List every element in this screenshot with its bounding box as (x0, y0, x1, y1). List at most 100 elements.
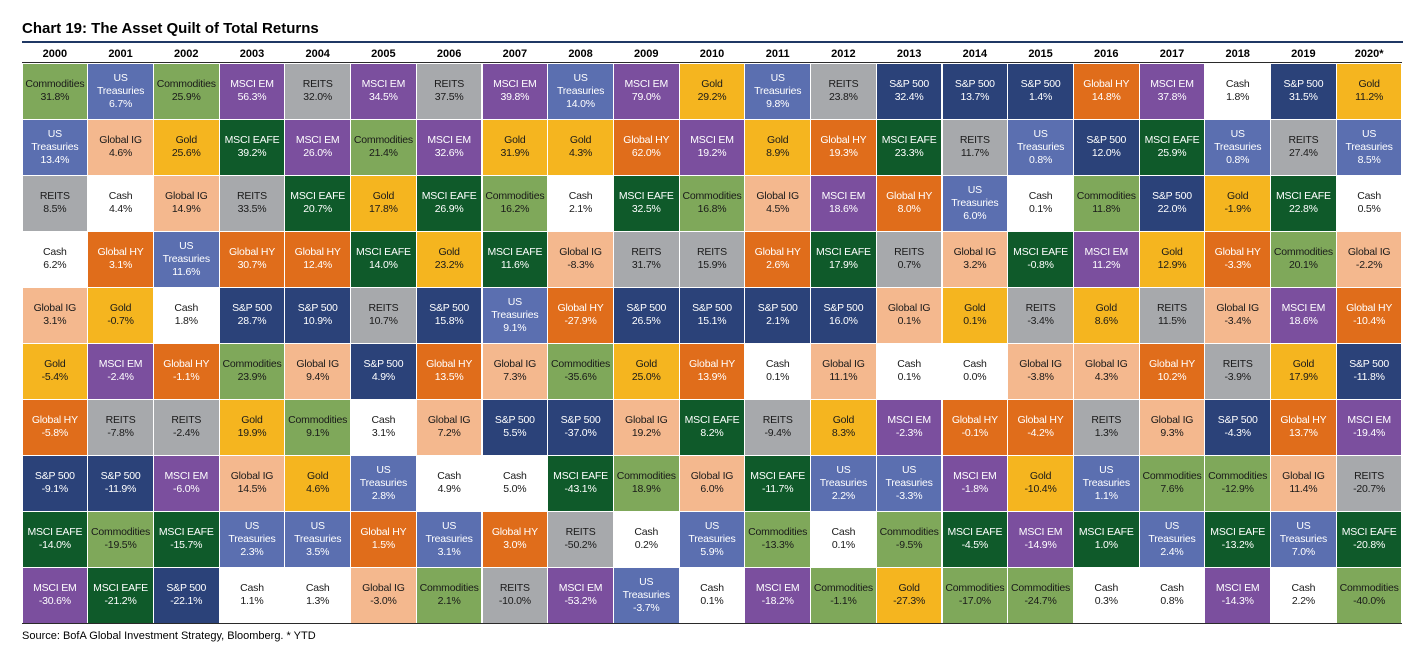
cell-asset-label: Commodities (91, 526, 151, 538)
cell-asset-label: Global HY (1280, 414, 1327, 426)
cell-asset-label: Global HY (1346, 302, 1393, 314)
cell-asset-label: Commodities (1208, 470, 1268, 482)
cell-return-value: -20.7% (1353, 483, 1386, 495)
quilt-cell: Gold -0.7% (88, 287, 153, 343)
cell-return-value: 16.0% (829, 315, 858, 327)
quilt-cell: Cash 0.5% (1336, 175, 1402, 231)
quilt-cell: MSCI EAFE 25.9% (1139, 119, 1205, 175)
cell-return-value: 37.8% (1157, 91, 1187, 103)
cell-return-value: 10.9% (303, 315, 333, 327)
cell-asset-label: S&P 500 (297, 302, 338, 314)
cell-return-value: -2.3% (895, 427, 923, 439)
quilt-cell: Global IG 4.3% (1073, 343, 1139, 399)
quilt-cell: US Treasuries 2.4% (1139, 511, 1205, 567)
cell-asset-label: Global IG (1282, 470, 1325, 482)
cell-return-value: 15.8% (434, 315, 464, 327)
cell-asset-label: Global IG (33, 302, 77, 314)
cell-return-value: 6.2% (43, 259, 67, 271)
cell-return-value: 17.9% (829, 259, 858, 271)
cell-asset-label: MSCI EAFE (93, 582, 148, 594)
cell-asset-label: Commodities (222, 358, 282, 370)
cell-return-value: 12.0% (1091, 147, 1121, 159)
cell-return-value: 4.9% (371, 371, 395, 383)
cell-asset-label: Global HY (1017, 414, 1064, 426)
cell-return-value: 2.6% (766, 259, 790, 271)
cell-asset-label: S&P 500 (1152, 190, 1192, 202)
quilt-cell: Cash 0.2% (613, 511, 679, 567)
quilt-cell: Commodities 16.8% (679, 175, 745, 231)
quilt-cell: Global IG 14.9% (153, 175, 219, 231)
quilt-cell: MSCI EAFE 1.0% (1073, 511, 1139, 567)
cell-asset-label: MSCI EM (1281, 302, 1326, 314)
cell-return-value: 31.9% (500, 147, 530, 159)
quilt-cell: S&P 500 -11.8% (1336, 343, 1402, 399)
cell-asset-label: Commodities (288, 414, 348, 426)
cell-return-value: -30.6% (38, 595, 71, 607)
quilt-cell: MSCI EM -19.4% (1336, 399, 1402, 455)
cell-return-value: 3.0% (503, 539, 527, 551)
cell-asset-label: Cash (1160, 582, 1184, 594)
cell-return-value: 20.7% (303, 203, 333, 215)
quilt-cell: Global IG 3.2% (942, 231, 1008, 287)
cell-return-value: 22.8% (1289, 203, 1318, 215)
cell-return-value: -27.9% (564, 315, 597, 327)
cell-asset-label: US (1033, 127, 1048, 140)
cell-return-value: -3.8% (1027, 371, 1054, 383)
cell-return-value: 14.0% (566, 97, 595, 110)
quilt-cell: MSCI EM 56.3% (219, 63, 285, 119)
cell-asset-label: Global HY (688, 358, 736, 370)
cell-return-value: 2.2% (1291, 595, 1315, 607)
cell-asset-label: Gold (767, 134, 789, 146)
cell-return-value: 39.8% (500, 91, 530, 103)
quilt-cell: REITS 10.7% (351, 287, 416, 343)
quilt-cell: Global HY -4.2% (1008, 399, 1073, 455)
cell-return-value: -22.1% (170, 595, 203, 607)
cell-asset-label: Global HY (754, 246, 801, 258)
cell-asset-label: US (704, 519, 720, 532)
cell-asset-label: REITS (434, 78, 465, 90)
cell-return-value: 25.6% (171, 147, 201, 159)
quilt-cell: Commodities -19.5% (88, 511, 153, 567)
quilt-cell: Gold 0.1% (942, 287, 1008, 343)
cell-asset-label: Treasuries (1016, 140, 1065, 153)
cell-asset-label: REITS (697, 246, 727, 258)
cell-return-value: 23.8% (829, 91, 858, 103)
quilt-cell: MSCI EAFE 14.0% (351, 231, 416, 287)
cell-asset-label: US (113, 71, 128, 84)
cell-return-value: 8.9% (766, 147, 790, 159)
cell-asset-label: Global IG (690, 470, 734, 482)
quilt-cell: REITS -20.7% (1336, 455, 1402, 511)
year-header: 2004 (305, 48, 330, 60)
cell-asset-label: Global IG (559, 246, 602, 258)
quilt-cell: Cash 1.3% (285, 567, 351, 623)
quilt-cell: Cash 4.4% (88, 175, 153, 231)
quilt-cell: MSCI EAFE 20.7% (285, 175, 351, 231)
quilt-cell: Global IG 6.0% (679, 455, 745, 511)
quilt-cell: Gold 19.9% (219, 399, 285, 455)
cell-return-value: -14.3% (1221, 595, 1254, 607)
cell-return-value: -15.7% (170, 539, 203, 551)
cell-asset-label: Treasuries (1148, 532, 1196, 545)
quilt-cell: Gold 17.8% (351, 175, 416, 231)
cell-return-value: 7.0% (1291, 545, 1315, 558)
quilt-cell: S&P 500 -11.9% (88, 455, 153, 511)
bottom-rule (22, 623, 1402, 624)
cell-asset-label: Global IG (1019, 358, 1062, 370)
quilt-cell: REITS -3.4% (1008, 287, 1073, 343)
cell-return-value: 31.7% (631, 259, 661, 271)
cell-asset-label: REITS (237, 190, 267, 202)
quilt-cell: Global IG 14.5% (219, 455, 285, 511)
cell-return-value: 0.0% (963, 371, 987, 383)
cell-return-value: 0.1% (766, 371, 790, 383)
cell-asset-label: Gold (109, 302, 132, 314)
cell-return-value: 4.3% (1094, 371, 1118, 383)
year-header: 2011 (765, 48, 790, 60)
year-header: 2015 (1028, 48, 1053, 60)
quilt-cell: MSCI EM -1.8% (942, 455, 1008, 511)
quilt-cell: S&P 500 13.7% (942, 63, 1008, 119)
quilt-cell: MSCI EAFE 17.9% (811, 231, 876, 287)
cell-return-value: 34.5% (369, 91, 398, 103)
cell-return-value: -3.9% (1224, 371, 1251, 383)
quilt-cell: Commodities 9.1% (285, 399, 351, 455)
cell-return-value: -4.2% (1027, 427, 1054, 439)
